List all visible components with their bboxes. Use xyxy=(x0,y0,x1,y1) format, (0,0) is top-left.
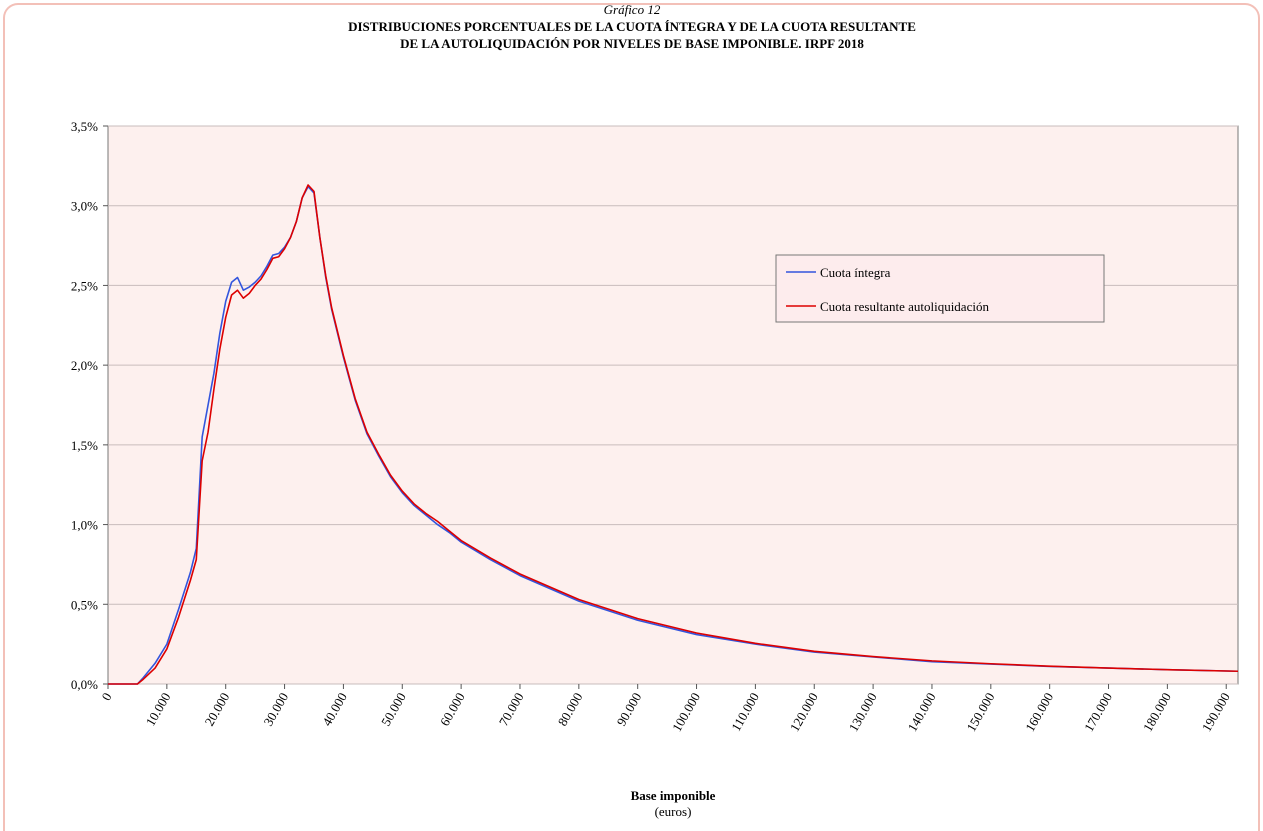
chart-subtitle: DE LA AUTOLIQUIDACIÓN POR NIVELES DE BAS… xyxy=(400,36,864,51)
legend-label: Cuota resultante autoliquidación xyxy=(820,299,989,314)
y-tick-label: 1,5% xyxy=(71,438,98,453)
y-tick-label: 0,0% xyxy=(71,677,98,692)
y-tick-label: 2,0% xyxy=(71,358,98,373)
y-tick-label: 3,5% xyxy=(71,119,98,134)
plot-area xyxy=(107,125,1239,685)
chart-title: Gráfico 12 xyxy=(604,2,661,17)
line-series xyxy=(108,184,1239,685)
chart-subtitle: DISTRIBUCIONES PORCENTUALES DE LA CUOTA … xyxy=(348,19,916,34)
y-tick-label: 2,5% xyxy=(71,278,98,293)
y-tick-label: 3,0% xyxy=(71,199,98,214)
y-tick-label: 1,0% xyxy=(71,518,98,533)
legend-label: Cuota íntegra xyxy=(820,265,891,280)
x-axis-label: Base imponible xyxy=(631,788,716,803)
legend-box xyxy=(775,254,1105,323)
x-axis-unit: (euros) xyxy=(655,804,692,819)
y-tick-label: 0,5% xyxy=(71,597,98,612)
